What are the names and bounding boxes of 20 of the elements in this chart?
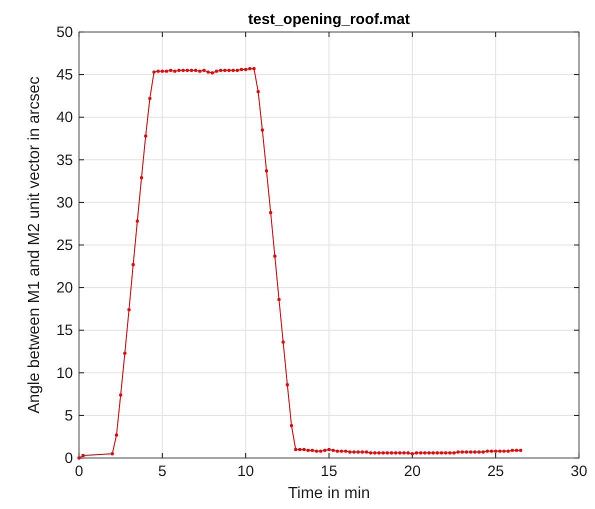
- y-axis-title: Angle between M1 and M2 unit vector in arcsec: [26, 76, 43, 414]
- y-tick-label: 35: [56, 152, 73, 169]
- y-tick-label: 0: [64, 450, 73, 467]
- y-tick-label: 40: [56, 109, 73, 126]
- x-tick-label: 15: [320, 463, 338, 480]
- y-tick-label: 45: [56, 66, 73, 84]
- chart-title: test_opening_roof.mat: [248, 11, 410, 28]
- x-axis-title: Time in min: [288, 485, 370, 502]
- x-tick-label: 10: [237, 463, 254, 480]
- x-tick-label: 30: [570, 463, 588, 480]
- y-tick-label: 20: [56, 280, 73, 297]
- y-tick-label: 25: [56, 237, 73, 254]
- y-tick-label: 10: [56, 364, 73, 382]
- x-tick-label: 5: [158, 463, 167, 480]
- y-tick-label: 50: [56, 24, 73, 41]
- x-tick-label: 20: [404, 463, 421, 480]
- y-tick-label: 5: [64, 407, 73, 424]
- y-tick-label: 30: [56, 194, 73, 212]
- y-tick-label: 15: [56, 322, 73, 340]
- x-tick-label: 25: [487, 463, 504, 480]
